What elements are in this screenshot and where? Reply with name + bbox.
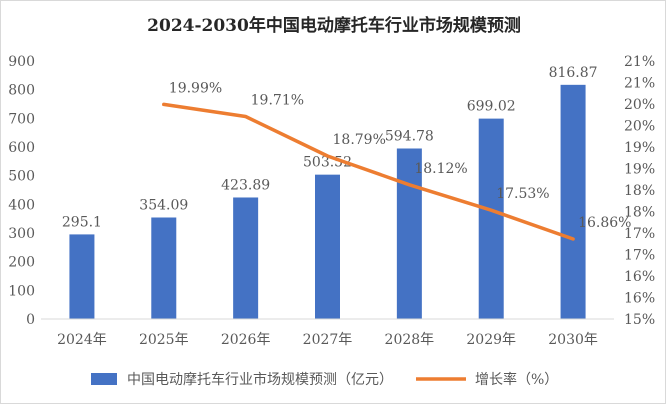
left-axis-tick-label: 200 — [8, 255, 35, 271]
x-axis-ticks: 2024年 2025年 2026年 2027年 2028年 2029年 2030年 — [57, 332, 598, 348]
line-data-label: 16.86% — [578, 215, 631, 231]
right-axis-tick-label: 20% — [624, 119, 655, 135]
right-axis-tick-label: 17% — [624, 226, 655, 242]
bar-data-label: 816.87 — [549, 65, 598, 81]
right-axis-tick-label: 17% — [624, 248, 655, 264]
x-axis-tick-label: 2029年 — [466, 332, 516, 348]
right-axis-tick-label: 15% — [624, 312, 655, 328]
x-axis-tick-label: 2026年 — [221, 332, 271, 348]
legend-line-label: 增长率（%） — [475, 371, 558, 388]
x-axis-tick-label: 2028年 — [385, 332, 435, 348]
right-axis-tick-label: 21% — [624, 54, 655, 70]
right-axis-tick-label: 19% — [624, 162, 655, 178]
right-axis-tick-label: 21% — [624, 76, 655, 92]
left-axis-ticks: 0 100 200 300 400 500 600 700 800 900 — [8, 54, 35, 328]
line-data-label: 19.99% — [169, 80, 222, 96]
bar-data-label: 354.09 — [139, 197, 188, 213]
bar-data-label: 699.02 — [467, 99, 516, 115]
legend: 中国电动摩托车行业市场规模预测（亿元） 增长率（%） — [91, 371, 558, 388]
bar — [69, 234, 95, 319]
line-data-labels: 19.99% 19.71% 18.79% 18.12% 17.53% 16.86% — [169, 80, 632, 231]
x-axis-tick-label: 2024年 — [57, 332, 107, 348]
legend-bar-label: 中国电动摩托车行业市场规模预测（亿元） — [127, 371, 393, 388]
right-axis-tick-label: 16% — [624, 269, 655, 285]
bar-data-label: 594.78 — [385, 128, 434, 144]
bar-data-label: 423.89 — [221, 177, 270, 193]
left-axis-tick-label: 400 — [8, 197, 35, 213]
right-axis-tick-label: 19% — [624, 140, 655, 156]
bar — [151, 217, 177, 319]
growth-rate-line — [162, 102, 575, 241]
right-axis-tick-label: 18% — [624, 183, 655, 199]
bar — [560, 84, 586, 319]
right-axis-tick-label: 18% — [624, 205, 655, 221]
left-axis-tick-label: 500 — [8, 169, 35, 185]
left-axis-tick-label: 300 — [8, 226, 35, 242]
left-axis-tick-label: 100 — [8, 283, 35, 299]
bar-data-label: 295.1 — [62, 214, 102, 230]
left-axis-tick-label: 700 — [8, 111, 35, 127]
left-axis-tick-label: 0 — [26, 312, 35, 328]
right-axis-ticks: 15% 16% 16% 17% 17% 18% 18% 19% 19% 20% 20% 21% 21% — [624, 54, 655, 328]
bar — [396, 148, 422, 319]
left-axis-tick-label: 600 — [8, 140, 35, 156]
line-data-label: 17.53% — [496, 186, 549, 202]
x-axis-tick-label: 2027年 — [303, 332, 353, 348]
bar-series — [69, 84, 586, 320]
x-axis-tick-label: 2030年 — [548, 332, 598, 348]
line-data-label: 19.71% — [251, 92, 304, 108]
right-axis-tick-label: 20% — [624, 97, 655, 113]
line-data-label: 18.79% — [333, 132, 386, 148]
x-axis-tick-label: 2025年 — [139, 332, 189, 348]
line-data-label: 18.12% — [414, 161, 467, 177]
left-axis-tick-label: 800 — [8, 83, 35, 99]
left-axis-tick-label: 900 — [8, 54, 35, 70]
bar-data-labels: 295.1354.09423.89503.52594.78699.02816.8… — [62, 65, 598, 231]
right-axis-tick-label: 16% — [624, 291, 655, 307]
chart-title: 2024-2030年中国电动摩托车行业市场规模预测 — [147, 16, 521, 36]
legend-bar-swatch — [91, 373, 117, 385]
bar — [478, 118, 504, 320]
bar — [233, 197, 259, 319]
line-series — [162, 102, 575, 241]
bar — [315, 174, 340, 319]
